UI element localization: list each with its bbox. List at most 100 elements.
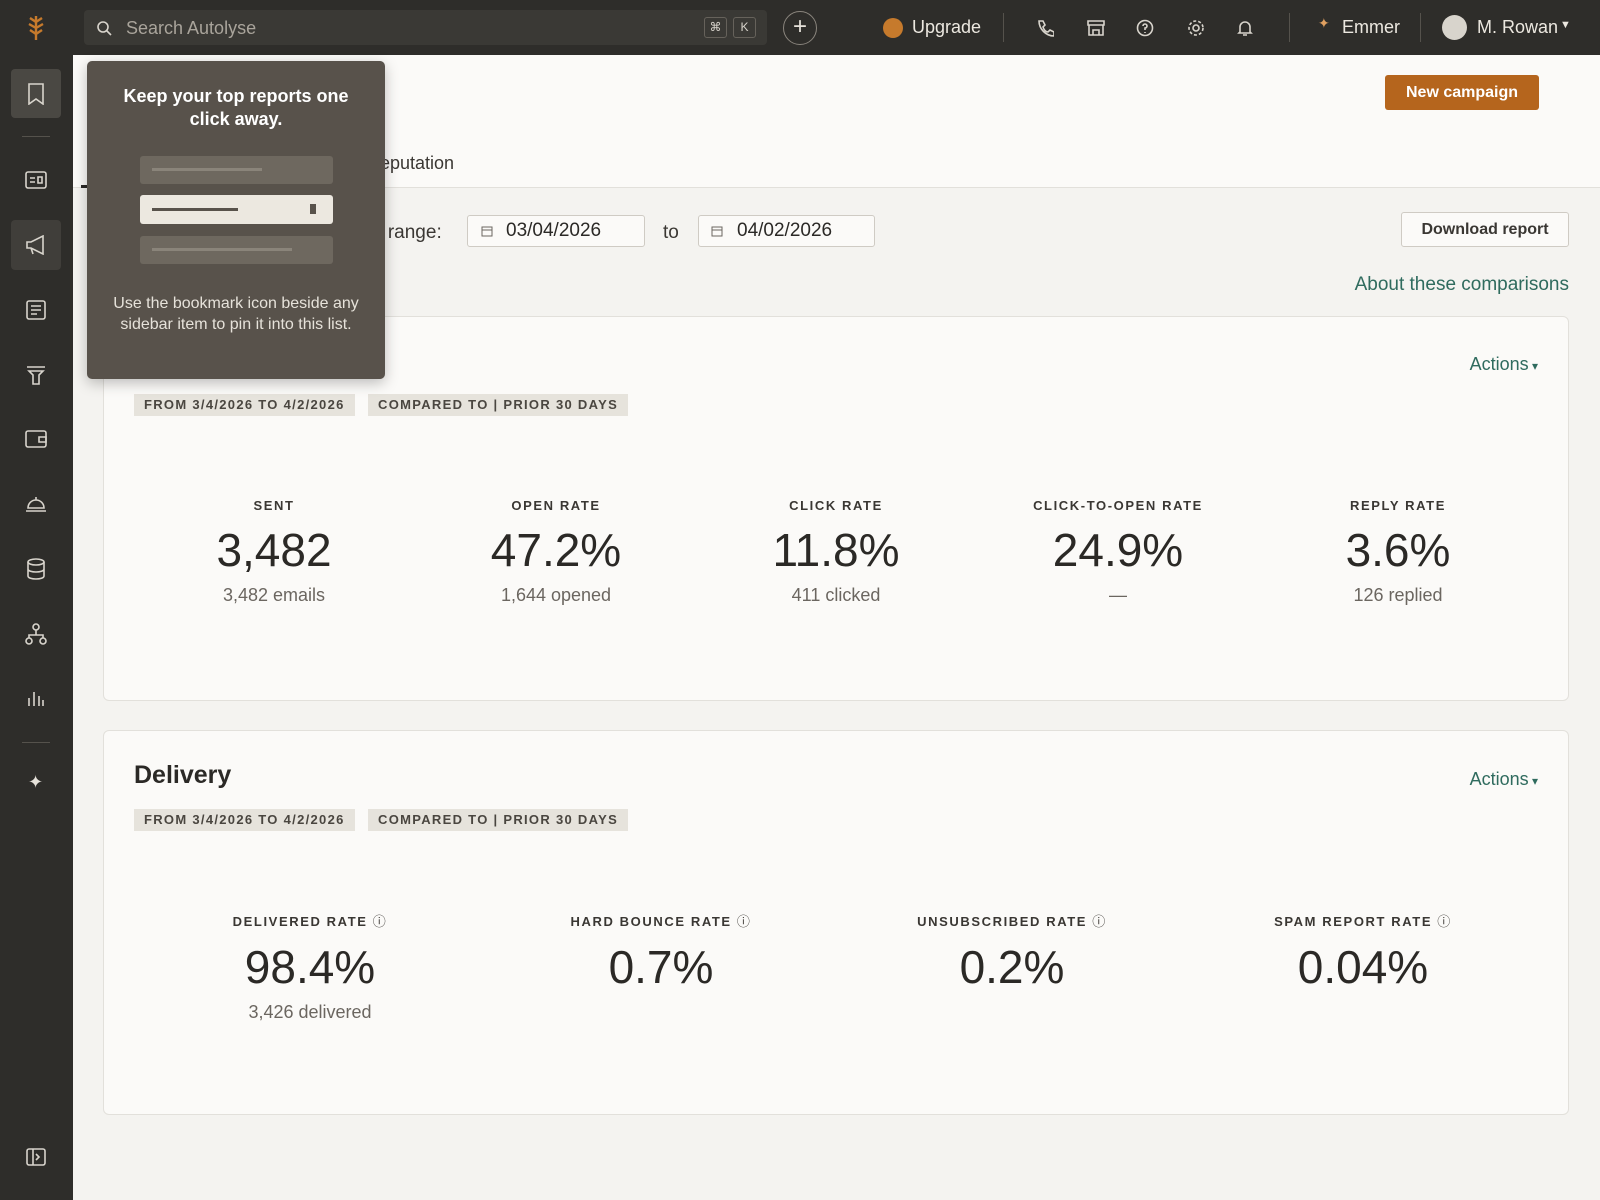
metric-value: 0.2% bbox=[959, 941, 1065, 993]
metric: CLICK-TO-OPEN RATE 24.9% — bbox=[978, 498, 1258, 606]
funnel-icon[interactable] bbox=[26, 365, 46, 385]
metric-label: OPEN RATE bbox=[511, 498, 601, 513]
divider bbox=[22, 742, 50, 743]
add-button[interactable]: + bbox=[783, 11, 817, 45]
upgrade-icon bbox=[883, 18, 903, 38]
metric: SENT 3,482 3,482 emails bbox=[134, 498, 414, 606]
popover-title: Keep your top reports one click away. bbox=[123, 86, 349, 129]
date-badge: FROM 3/4/2026 TO 4/2/2026 bbox=[134, 809, 355, 831]
database-icon[interactable] bbox=[26, 558, 46, 580]
contacts-icon[interactable] bbox=[25, 171, 47, 189]
ai-icon[interactable]: ✦ bbox=[28, 772, 44, 792]
info-icon[interactable]: ⓘ bbox=[367, 914, 388, 929]
metric-value: 0.7% bbox=[608, 941, 714, 993]
actions-menu[interactable]: Actions ▾ bbox=[1469, 769, 1538, 789]
metric-detail: — bbox=[1109, 585, 1127, 605]
search-placeholder: Search Autolyse bbox=[126, 18, 257, 38]
search-box[interactable]: Search Autolyse ⌘ K bbox=[84, 10, 767, 45]
metric-label: DELIVERED RATE ⓘ bbox=[232, 914, 388, 929]
collapse-icon[interactable] bbox=[26, 1148, 46, 1166]
logo bbox=[28, 16, 44, 40]
caret: ▾ bbox=[1528, 359, 1538, 373]
metric-value: 3,482 bbox=[216, 524, 332, 576]
divider bbox=[1420, 13, 1421, 42]
caret: ▾ bbox=[1528, 774, 1538, 788]
analytics-icon[interactable] bbox=[27, 689, 45, 707]
metric-label: CLICK-TO-OPEN RATE bbox=[1033, 498, 1203, 513]
download-report-button[interactable]: Download report bbox=[1401, 212, 1569, 247]
metric-detail: 1,644 opened bbox=[500, 585, 612, 605]
popover: Keep your top reports one click away. Us… bbox=[87, 61, 385, 379]
help-icon[interactable] bbox=[1136, 19, 1154, 37]
caret: ▼ bbox=[1560, 19, 1571, 31]
metric-label: HARD BOUNCE RATE ⓘ bbox=[570, 914, 752, 929]
metric-value: 11.8% bbox=[772, 524, 900, 576]
workflow-icon[interactable] bbox=[25, 623, 47, 645]
date-range-label: e range: bbox=[372, 222, 442, 243]
content-icon[interactable] bbox=[26, 300, 46, 320]
shortcut-key: K bbox=[733, 17, 756, 38]
sidebar: ✦ bbox=[0, 55, 73, 1200]
metric-value: 98.4% bbox=[244, 941, 376, 993]
to-label: to bbox=[663, 222, 679, 243]
metric-value: 47.2% bbox=[490, 524, 622, 576]
metric-label: SPAM REPORT RATE ⓘ bbox=[1274, 914, 1452, 929]
metric-label: SENT bbox=[253, 498, 295, 513]
engagement-card: Actions ▾ FROM 3/4/2026 TO 4/2/2026 COMPAR… bbox=[103, 316, 1569, 701]
phone-icon[interactable] bbox=[1036, 19, 1054, 37]
metric-value: 3.6% bbox=[1345, 524, 1451, 576]
metric-detail: 3,426 delivered bbox=[248, 1002, 372, 1022]
settings-icon[interactable] bbox=[1187, 19, 1205, 37]
end-date: 04/02/2026 bbox=[737, 220, 833, 241]
metric-value: 0.04% bbox=[1297, 941, 1429, 993]
tab[interactable]: eputation bbox=[380, 153, 455, 173]
topbar: Search Autolyse ⌘ K + Upgrade ✦ Emmer M.… bbox=[0, 0, 1600, 55]
divider bbox=[1003, 13, 1004, 42]
metric: SPAM REPORT RATE ⓘ 0.04% bbox=[1223, 911, 1503, 994]
current-nav bbox=[11, 220, 61, 270]
date-badge: COMPARED TO | PRIOR 30 DAYS bbox=[368, 394, 629, 416]
divider bbox=[22, 136, 50, 137]
calendar-icon bbox=[711, 226, 723, 237]
wallet-icon[interactable] bbox=[25, 430, 47, 448]
metric-label: CLICK RATE bbox=[789, 498, 883, 513]
illustration-row bbox=[140, 195, 333, 224]
delivery-card: Delivery Actions ▾ FROM 3/4/2026 TO 4/2/2… bbox=[103, 730, 1569, 1115]
user-menu[interactable]: M. Rowan bbox=[1477, 17, 1559, 37]
workspace-switcher[interactable]: Emmer bbox=[1342, 17, 1400, 37]
bookmark-icon[interactable] bbox=[27, 83, 45, 105]
metric: OPEN RATE 47.2% 1,644 opened bbox=[416, 498, 696, 606]
notifications-icon[interactable] bbox=[1236, 19, 1254, 37]
campaigns-icon[interactable] bbox=[25, 235, 47, 255]
sparkle-icon: ✦ bbox=[1318, 15, 1330, 31]
metric: REPLY RATE 3.6% 126 replied bbox=[1258, 498, 1538, 606]
search-icon bbox=[97, 21, 112, 36]
metric: UNSUBSCRIBED RATE ⓘ 0.2% bbox=[872, 911, 1152, 994]
start-date: 03/04/2026 bbox=[506, 220, 602, 241]
illustration-row bbox=[140, 156, 333, 184]
about-comparisons-link[interactable]: About these comparisons bbox=[1354, 274, 1569, 295]
service-icon[interactable] bbox=[25, 494, 47, 514]
new-campaign-button[interactable]: New campaign bbox=[1385, 75, 1539, 110]
divider bbox=[1289, 13, 1290, 42]
actions-menu[interactable]: Actions ▾ bbox=[1469, 354, 1538, 374]
store-icon[interactable] bbox=[1087, 19, 1105, 37]
upgrade-link[interactable]: Upgrade bbox=[912, 17, 982, 37]
metric-detail: 126 replied bbox=[1353, 585, 1443, 605]
info-icon[interactable]: ⓘ bbox=[1432, 914, 1452, 929]
metric-label: UNSUBSCRIBED RATE ⓘ bbox=[917, 914, 1107, 929]
info-icon[interactable]: ⓘ bbox=[1087, 914, 1107, 929]
avatar bbox=[1442, 15, 1467, 40]
card-title: Delivery bbox=[134, 761, 232, 789]
popover-body: Use the bookmark icon beside any sidebar… bbox=[113, 295, 359, 333]
start-date-input[interactable]: 03/04/2026 bbox=[467, 215, 645, 247]
shortcut-key: ⌘ bbox=[704, 17, 727, 38]
metric-detail: 3,482 emails bbox=[222, 585, 326, 605]
info-icon[interactable]: ⓘ bbox=[731, 914, 752, 929]
calendar-icon bbox=[481, 226, 493, 237]
metric-label: REPLY RATE bbox=[1350, 498, 1446, 513]
end-date-input[interactable]: 04/02/2026 bbox=[698, 215, 875, 247]
illustration-row bbox=[140, 236, 333, 264]
metric-detail: 411 clicked bbox=[791, 585, 881, 605]
